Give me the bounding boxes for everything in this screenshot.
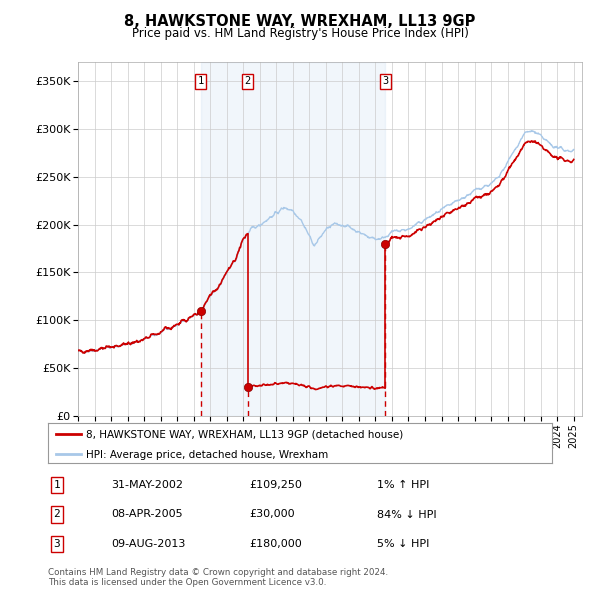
Text: HPI: Average price, detached house, Wrexham: HPI: Average price, detached house, Wrex… [86,450,328,460]
Text: 31-MAY-2002: 31-MAY-2002 [111,480,183,490]
Text: £180,000: £180,000 [249,539,302,549]
Text: 5% ↓ HPI: 5% ↓ HPI [377,539,429,549]
Text: 09-AUG-2013: 09-AUG-2013 [111,539,185,549]
Text: £109,250: £109,250 [249,480,302,490]
Text: Price paid vs. HM Land Registry's House Price Index (HPI): Price paid vs. HM Land Registry's House … [131,27,469,40]
Text: 2: 2 [245,77,251,86]
Text: Contains HM Land Registry data © Crown copyright and database right 2024.
This d: Contains HM Land Registry data © Crown c… [48,568,388,587]
Text: 8, HAWKSTONE WAY, WREXHAM, LL13 9GP (detached house): 8, HAWKSTONE WAY, WREXHAM, LL13 9GP (det… [86,430,403,440]
Text: 84% ↓ HPI: 84% ↓ HPI [377,510,436,519]
Bar [200,62,385,416]
Text: 1: 1 [197,77,204,86]
Text: £30,000: £30,000 [249,510,295,519]
Text: 3: 3 [382,77,388,86]
Text: 8, HAWKSTONE WAY, WREXHAM, LL13 9GP: 8, HAWKSTONE WAY, WREXHAM, LL13 9GP [124,14,476,29]
Text: 1: 1 [53,480,61,490]
Text: 3: 3 [53,539,61,549]
Text: 2: 2 [53,510,61,519]
Text: 1% ↑ HPI: 1% ↑ HPI [377,480,429,490]
Text: 08-APR-2005: 08-APR-2005 [111,510,182,519]
